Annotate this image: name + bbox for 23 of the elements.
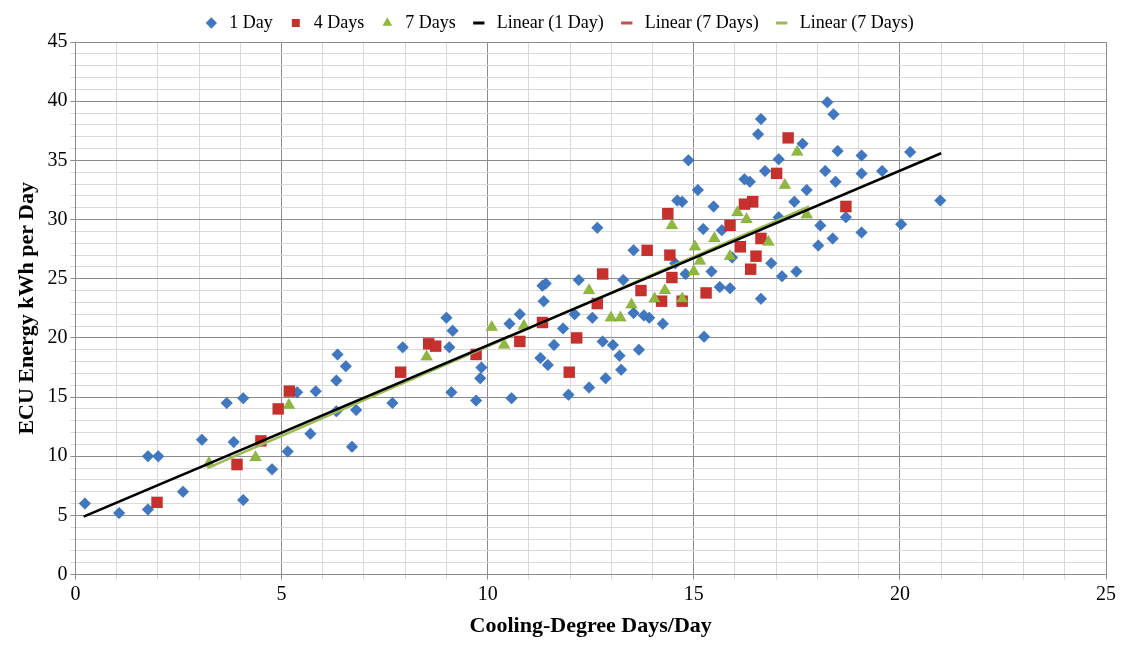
y-tick-label: 10 (47, 443, 68, 466)
y-tick-label: 35 (47, 147, 68, 170)
y-tick-label: 15 (47, 384, 68, 407)
legend-label: Linear (7 Days) (644, 11, 759, 33)
legend-label: 4 Days (313, 11, 365, 32)
y-tick-label: 5 (57, 502, 68, 525)
y-tick-label: 30 (47, 206, 68, 229)
x-tick-label: 5 (276, 581, 287, 604)
legend-label: 7 Days (405, 11, 456, 32)
x-tick-label: 20 (889, 581, 910, 604)
y-tick-label: 25 (47, 265, 68, 288)
x-axis-title: Cooling-Degree Days/Day (469, 612, 712, 638)
legend-label: Linear (1 Day) (496, 11, 604, 33)
y-tick-label: 0 (57, 561, 68, 584)
y-tick-label: 40 (47, 88, 68, 111)
y-axis-title: ECU Energy kWh per Day (12, 181, 38, 435)
legend-label: 1 Day (229, 11, 273, 32)
y-tick-label: 45 (47, 29, 68, 52)
x-tick-label: 10 (477, 581, 498, 604)
legend-label: Linear (7 Days) (799, 11, 914, 33)
y-tick-label: 20 (47, 325, 68, 348)
x-tick-label: 25 (1096, 581, 1116, 604)
x-tick-label: 15 (683, 581, 704, 604)
